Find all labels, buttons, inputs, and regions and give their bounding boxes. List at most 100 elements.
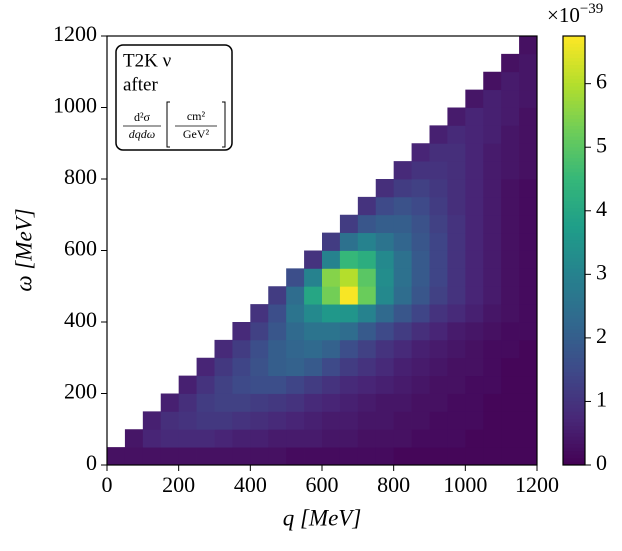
- colorbar-segment: [563, 289, 585, 294]
- heatmap-cell: [178, 429, 197, 448]
- colorbar-segment: [563, 43, 585, 48]
- heatmap-cell: [375, 375, 395, 394]
- heatmap-cell: [232, 411, 251, 430]
- heatmap-cell: [160, 429, 180, 448]
- heatmap-cell: [393, 339, 412, 359]
- heatmap-cell: [429, 125, 448, 144]
- heatmap-cell: [214, 393, 233, 412]
- heatmap-cell: [339, 375, 359, 394]
- colorbar-segment: [563, 211, 585, 216]
- heatmap-cell: [304, 286, 323, 305]
- heatmap-cell: [465, 357, 484, 377]
- colorbar-segment: [563, 239, 585, 244]
- heatmap-cell: [250, 339, 269, 359]
- heatmap-cell: [465, 125, 484, 144]
- heatmap-cell: [357, 393, 377, 412]
- heatmap-cell: [447, 268, 466, 287]
- heatmap-cell: [250, 411, 269, 430]
- colorbar-segment: [563, 171, 585, 176]
- heatmap-cell: [501, 339, 520, 359]
- colorbar-segment: [563, 404, 585, 409]
- heatmap-cell: [357, 357, 377, 377]
- y-axis-label: ω [MeV]: [11, 208, 36, 291]
- heatmap-cell: [465, 375, 484, 394]
- x-tick-label: 600: [306, 472, 339, 497]
- annotation-box: T2K ν after d²σ dqdω cm² GeV²: [115, 44, 233, 151]
- heatmap-cell: [339, 429, 359, 448]
- y-tick-label: 800: [64, 164, 97, 189]
- colorbar-segment: [563, 121, 585, 126]
- heatmap-cell: [429, 250, 448, 269]
- colorbar-segment: [563, 75, 585, 80]
- colorbar-segment: [563, 229, 585, 234]
- heatmap-cell: [322, 375, 341, 394]
- colorbar-frame: [562, 35, 586, 466]
- heatmap-cell: [465, 107, 484, 126]
- colorbar-segment: [563, 179, 585, 184]
- heatmap-cell: [322, 232, 341, 251]
- colorbar-segment: [563, 293, 585, 298]
- heatmap-cell: [465, 196, 484, 216]
- heatmap-cell: [519, 375, 538, 394]
- heatmap-cell: [357, 411, 377, 430]
- colorbar-tick-label: 6: [596, 69, 607, 94]
- heatmap-cell: [268, 393, 287, 412]
- heatmap-cell: [322, 447, 341, 466]
- colorbar-segment: [563, 425, 585, 430]
- heatmap-cell: [214, 357, 233, 377]
- heatmap-cell: [322, 250, 341, 269]
- heatmap-cell: [375, 250, 395, 269]
- colorbar-segment: [563, 175, 585, 180]
- heatmap-cell: [304, 322, 323, 341]
- heatmap-cell: [501, 322, 520, 341]
- heatmap-cell: [322, 411, 341, 430]
- heatmap-cell: [501, 411, 520, 430]
- heatmap-cell: [483, 143, 502, 162]
- heatmap-cell: [304, 429, 323, 448]
- heatmap-cell: [411, 322, 430, 341]
- heatmap-cell: [268, 411, 287, 430]
- colorbar-segment: [563, 343, 585, 348]
- heatmap-cell: [250, 304, 269, 323]
- heatmap-cell: [483, 179, 502, 198]
- heatmap-cell: [339, 304, 359, 323]
- heatmap-cell: [501, 357, 520, 377]
- heatmap-cell: [519, 339, 538, 359]
- colorbar-segment: [563, 339, 585, 344]
- heatmap-cell: [501, 447, 520, 466]
- heatmap-cell: [268, 429, 287, 448]
- heatmap-cell: [339, 393, 359, 412]
- annotation-frame: [115, 44, 233, 151]
- heatmap-cell: [519, 71, 538, 91]
- heatmap-cell: [232, 339, 251, 359]
- heatmap-cell: [196, 411, 215, 430]
- heatmap-cell: [483, 375, 502, 394]
- heatmap-cell: [250, 357, 269, 377]
- heatmap-cell: [519, 89, 538, 108]
- heatmap-cell: [447, 143, 466, 162]
- heatmap-cell: [519, 36, 538, 55]
- heatmap-cell: [393, 322, 412, 341]
- heatmap-cell: [268, 286, 287, 305]
- heatmap-cell: [411, 429, 430, 448]
- annotation-line: after: [123, 74, 158, 95]
- heatmap-cell: [393, 196, 412, 216]
- heatmap-cell: [429, 411, 448, 430]
- heatmap-cell: [286, 411, 305, 430]
- heatmap-cell: [447, 339, 466, 359]
- heatmap-cell: [501, 268, 520, 287]
- annotation-unit-denominator: GeV²: [183, 127, 210, 141]
- heatmap-cell: [232, 447, 251, 466]
- heatmap-cell: [501, 161, 520, 180]
- heatmap-cell: [160, 411, 180, 430]
- heatmap-cell: [465, 322, 484, 341]
- heatmap-cell: [447, 179, 466, 198]
- heatmap-cell: [465, 214, 484, 234]
- heatmap-cell: [411, 393, 430, 412]
- colorbar-segment: [563, 164, 585, 169]
- heatmap-cell: [501, 179, 520, 198]
- heatmap-cell: [286, 304, 305, 323]
- colorbar-segment: [563, 189, 585, 194]
- annotation-denominator: dqdω: [129, 127, 155, 141]
